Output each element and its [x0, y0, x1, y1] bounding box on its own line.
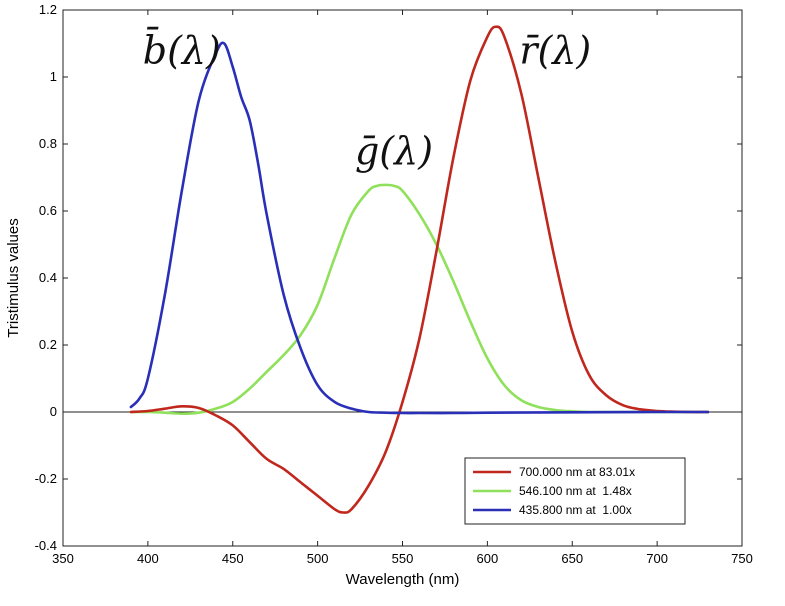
legend-label-blue: 435.800 nm at 1.00x: [519, 503, 632, 517]
y-tick-label: 0: [50, 404, 57, 419]
curve-label-b: b̄(λ): [143, 27, 221, 72]
y-tick-label: -0.2: [35, 471, 57, 486]
x-tick-label: 500: [307, 551, 329, 566]
x-tick-label: 700: [646, 551, 668, 566]
curve-annotations: b̄(λ) ḡ(λ) r̄(λ): [143, 27, 591, 173]
legend-label-green: 546.100 nm at 1.48x: [519, 484, 632, 498]
x-tick-label: 650: [561, 551, 583, 566]
y-tick-label: 1: [50, 69, 57, 84]
x-tick-label: 350: [52, 551, 74, 566]
x-tick-label: 550: [392, 551, 414, 566]
legend-label-red: 700.000 nm at 83.01x: [519, 465, 635, 479]
x-tick-label: 400: [137, 551, 159, 566]
x-axis-label: Wavelength (nm): [346, 571, 460, 588]
y-tick-label: 1.2: [39, 2, 57, 17]
y-tick-label: 0.6: [39, 203, 57, 218]
series-layer: [129, 25, 710, 514]
plot-area: [62, 9, 743, 547]
y-tick-label: 0.4: [39, 270, 57, 285]
axis-ticks: 350 400 450 500 550 600 650 700 750 -0.4 -0.2 0 0.2 0…: [35, 2, 753, 566]
y-tick-label: 0.8: [39, 136, 57, 151]
y-tick-label: 0.2: [39, 337, 57, 352]
y-tick-label: -0.4: [35, 538, 57, 553]
series-line-blue: [129, 41, 710, 415]
series-line-green: [129, 183, 710, 415]
x-tick-label: 450: [222, 551, 244, 566]
curve-label-g: ḡ(λ): [355, 129, 433, 173]
legend: 700.000 nm at 83.01x 546.100 nm at 1.48x 4…: [464, 457, 686, 525]
curve-label-r: r̄(λ): [519, 29, 591, 73]
series-line-red: [129, 25, 710, 514]
x-tick-label: 750: [731, 551, 753, 566]
x-tick-label: 600: [477, 551, 499, 566]
y-axis-label: Tristimulus values: [5, 218, 22, 337]
